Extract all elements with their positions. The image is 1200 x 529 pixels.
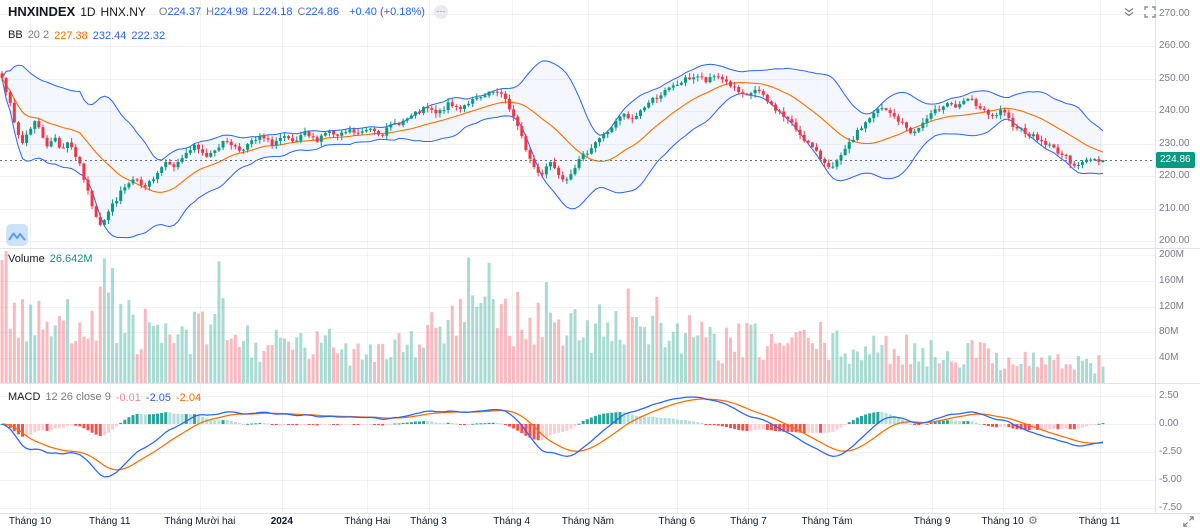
price-axis-label: 0.00 <box>1159 418 1179 429</box>
time-axis-label: Tháng Tám <box>801 516 853 527</box>
bb-legend: BB 20 2 227.38 232.44 222.32 <box>8 26 170 44</box>
price-axis-label: 120M <box>1159 300 1185 312</box>
time-axis-label: 2024 <box>270 516 293 527</box>
time-axis-label: Tháng 10 <box>8 516 52 527</box>
price-axis-label: 240.00 <box>1159 105 1190 117</box>
time-axis-label: Tháng 3 <box>410 516 447 527</box>
ohlc-values: O 224.37 H 224.98 L 224.18 C 224.86 <box>159 6 344 18</box>
price-axis-label: 2.50 <box>1159 390 1179 401</box>
price-axis-label: 250.00 <box>1159 72 1190 84</box>
settings-gear-icon[interactable]: ⚙ <box>1028 515 1038 527</box>
ohlc-key: H <box>206 5 215 18</box>
change-label: +0.40 (+0.18%) <box>349 5 425 18</box>
time-axis[interactable]: Tháng 10 Tháng 11 Tháng Mười hai 2024 Tháng … <box>0 513 1200 529</box>
time-axis-label: Tháng 6 <box>658 516 696 527</box>
ohlc-key: L <box>252 5 259 18</box>
exchange-logo[interactable] <box>6 224 28 251</box>
price-axis-label: 270.00 <box>1159 8 1190 19</box>
maximize-pane-icon[interactable] <box>1143 5 1157 19</box>
macd-legend: MACD 12 26 close 9 -0.01 -2.05 -2.04 <box>8 388 206 406</box>
volume-legend: Volume 26.642M <box>8 253 93 265</box>
bb-params: 20 2 <box>27 29 50 41</box>
ohlc-value: 224.37 <box>167 5 202 18</box>
time-axis-label: Tháng 7 <box>730 516 767 527</box>
macd-params: 12 26 close 9 <box>45 391 111 403</box>
main-legend: HNXINDEX 1D HNX.NY O 224.37 H 224.98 L 224.18… <box>8 4 448 19</box>
ohlc-key: O <box>158 5 168 18</box>
macd-indicator-name[interactable]: MACD <box>8 391 41 403</box>
macd-value: -2.05 <box>145 392 171 404</box>
price-axis-label: 80M <box>1159 326 1179 338</box>
price-axis-label: -2.50 <box>1159 446 1182 457</box>
macd-value: -2.04 <box>175 392 202 404</box>
collapse-pane-icon[interactable] <box>1122 5 1136 19</box>
time-axis-label: Tháng 9 <box>913 516 951 527</box>
time-axis-label: Tháng Hai <box>344 516 391 527</box>
price-axis-label: 260.00 <box>1159 40 1190 52</box>
exchange-label[interactable]: HNX.NY <box>100 4 146 19</box>
bb-values: 227.38 232.44 222.32 <box>54 26 170 44</box>
bb-value: 227.38 <box>54 30 88 42</box>
ohlc-value: 224.18 <box>258 5 293 18</box>
interval-label[interactable]: 1D <box>80 4 96 19</box>
ohlc-value: 224.98 <box>214 5 248 18</box>
ohlc-value: 224.86 <box>305 5 340 18</box>
legend-menu-icon[interactable]: ⋯ <box>433 4 448 19</box>
pane-controls <box>1122 5 1157 19</box>
symbol-name[interactable]: HNXINDEX <box>8 4 76 19</box>
price-axis-label: -7.50 <box>1159 502 1182 513</box>
last-price-label: 224.86 <box>1156 152 1195 169</box>
price-axis-label: 40M <box>1159 352 1179 363</box>
volume-value: 26.642M <box>49 253 93 265</box>
price-axis-label: 230.00 <box>1159 137 1190 149</box>
time-axis-label: Tháng Năm <box>561 516 615 527</box>
price-axis-label: 160M <box>1159 274 1185 286</box>
price-axis-label: -5.00 <box>1159 474 1182 485</box>
time-axis-label: Tháng 11 <box>1078 516 1121 527</box>
bb-value: 232.44 <box>92 30 127 42</box>
price-axis-label: 220.00 <box>1159 170 1190 182</box>
price-axis-label: 200M <box>1159 249 1185 260</box>
price-axis-label: 210.00 <box>1159 202 1190 214</box>
time-axis-label: Tháng 10 <box>981 516 1024 527</box>
macd-values: -0.01 -2.05 -2.04 <box>116 388 206 406</box>
ohlc-key: C <box>297 5 306 18</box>
macd-value: -0.01 <box>115 392 141 404</box>
time-axis-label: Tháng 4 <box>493 516 531 527</box>
volume-indicator-name[interactable]: Volume <box>8 253 45 265</box>
fullscreen-expand-icon[interactable] <box>1182 515 1195 528</box>
time-axis-label: Tháng 11 <box>88 516 131 527</box>
bb-value: 222.32 <box>131 30 166 42</box>
time-axis-label: Tháng Mười hai <box>164 516 236 527</box>
bb-indicator-name[interactable]: BB <box>8 29 23 41</box>
price-axis-label: 200.00 <box>1159 235 1190 246</box>
